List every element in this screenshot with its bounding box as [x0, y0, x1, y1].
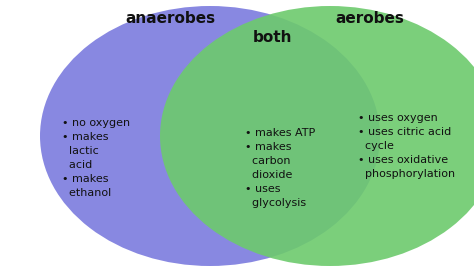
- Text: • no oxygen
• makes
  lactic
  acid
• makes
  ethanol: • no oxygen • makes lactic acid • makes …: [62, 118, 130, 198]
- Text: anaerobes: anaerobes: [125, 10, 215, 25]
- Text: both: both: [252, 31, 292, 46]
- Ellipse shape: [160, 6, 474, 266]
- Text: aerobes: aerobes: [336, 10, 404, 25]
- Text: • makes ATP
• makes
  carbon
  dioxide
• uses
  glycolysis: • makes ATP • makes carbon dioxide • use…: [245, 128, 315, 208]
- Text: • uses oxygen
• uses citric acid
  cycle
• uses oxidative
  phosphorylation: • uses oxygen • uses citric acid cycle •…: [358, 113, 455, 179]
- Ellipse shape: [40, 6, 380, 266]
